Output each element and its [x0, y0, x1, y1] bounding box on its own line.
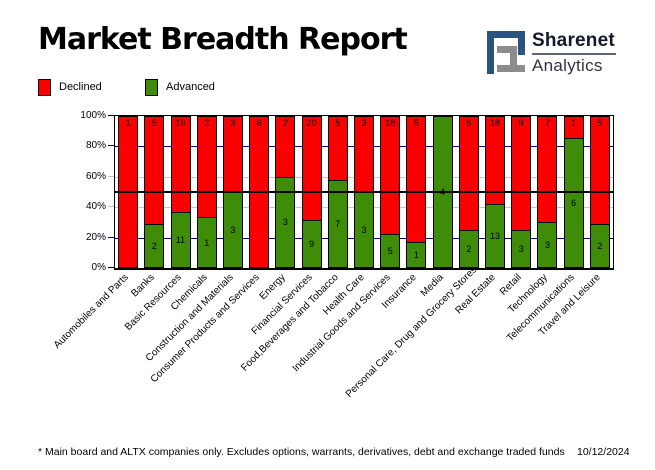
- advanced-count-label: 7: [335, 218, 341, 229]
- declined-count-label: 18: [490, 118, 501, 128]
- sharenet-logo: Sharenet Analytics: [487, 30, 617, 76]
- y-axis-tick: [108, 115, 114, 116]
- advanced-segment: [590, 224, 609, 267]
- declined-count-label: 19: [175, 118, 186, 128]
- advanced-count-label: 3: [518, 244, 524, 254]
- declined-count-label: 5: [597, 118, 603, 128]
- declined-count-label: 3: [230, 118, 236, 128]
- y-axis-tick: [108, 236, 114, 238]
- declined-count-label: 18: [385, 118, 396, 128]
- advanced-segment: [381, 234, 400, 267]
- legend-label-declined: Declined: [59, 81, 102, 93]
- declined-count-label: 2: [204, 118, 210, 128]
- declined-count-label: 7: [544, 118, 550, 128]
- y-axis-label-80: 80%: [85, 140, 106, 152]
- declined-count-label: 9: [518, 118, 524, 128]
- page-title: Market Breadth Report: [38, 22, 408, 57]
- footnote: * Main board and ALTX companies only. Ex…: [38, 446, 565, 458]
- y-axis-label-20: 20%: [85, 231, 106, 243]
- declined-count-label: 1: [571, 118, 577, 128]
- declined-count-label: 5: [151, 118, 157, 128]
- reference-line-50pct: [115, 191, 613, 193]
- y-axis-tick: [108, 267, 114, 268]
- declined-count-label: 5: [335, 118, 341, 128]
- y-axis-tick: [108, 206, 114, 208]
- advanced-count-label: 1: [413, 250, 419, 261]
- y-axis-label-40: 40%: [85, 201, 106, 213]
- y-axis-label-60: 60%: [85, 170, 106, 182]
- advanced-count-label: 3: [230, 225, 236, 235]
- advanced-count-label: 2: [597, 241, 603, 252]
- advanced-count-label: 11: [175, 235, 186, 246]
- advanced-count-label: 6: [571, 197, 577, 208]
- advanced-count-label: 2: [466, 244, 472, 254]
- advanced-count-label: 3: [544, 240, 550, 251]
- advanced-segment: [145, 224, 164, 267]
- advanced-segment: [564, 138, 583, 267]
- advanced-count-label: 13: [490, 231, 501, 242]
- advanced-count-label: 1: [204, 237, 210, 248]
- declined-count-label: 1: [125, 118, 131, 128]
- logo-text: Sharenet Analytics: [532, 30, 616, 76]
- report-date: 10/12/2024: [577, 446, 630, 458]
- advanced-segment: [302, 220, 321, 267]
- advanced-segment: [197, 217, 216, 267]
- declined-color-swatch: [38, 79, 51, 96]
- y-axis-tick: [108, 145, 114, 147]
- category-label: Telecommunications: [504, 272, 577, 344]
- declined-count-label: 20: [306, 118, 317, 128]
- y-axis-tick: [108, 175, 114, 177]
- advanced-segment: [486, 204, 505, 267]
- advanced-count-label: 5: [387, 246, 393, 257]
- advanced-count-label: 9: [309, 239, 315, 250]
- declined-count-label: 2: [282, 118, 288, 128]
- declined-count-label: 6: [256, 118, 262, 128]
- advanced-count-label: 2: [151, 241, 157, 252]
- advanced-segment: [407, 242, 426, 267]
- declined-count-label: 5: [413, 118, 419, 128]
- y-axis-label-100: 100%: [80, 110, 106, 121]
- advanced-count-label: 3: [282, 217, 288, 228]
- advanced-color-swatch: [145, 79, 158, 96]
- declined-count-label: 3: [361, 118, 367, 128]
- y-axis-label-0: 0%: [91, 262, 106, 273]
- advanced-segment: [276, 177, 295, 267]
- advanced-segment: [538, 222, 557, 267]
- legend-label-advanced: Advanced: [166, 81, 215, 93]
- logo-brand-name: Sharenet: [532, 30, 616, 55]
- plot-area: 1521911213362320957331855146218139373165…: [114, 115, 614, 270]
- category-label: Travel and Leisure: [536, 272, 603, 339]
- advanced-segment: [512, 229, 531, 267]
- sharenet-logo-icon: [487, 31, 525, 74]
- advanced-segment: [171, 212, 190, 267]
- declined-count-label: 6: [466, 118, 472, 128]
- advanced-segment: [328, 179, 347, 267]
- advanced-count-label: 3: [361, 225, 367, 235]
- advanced-segment: [459, 229, 478, 267]
- logo-sub-name: Analytics: [532, 56, 603, 75]
